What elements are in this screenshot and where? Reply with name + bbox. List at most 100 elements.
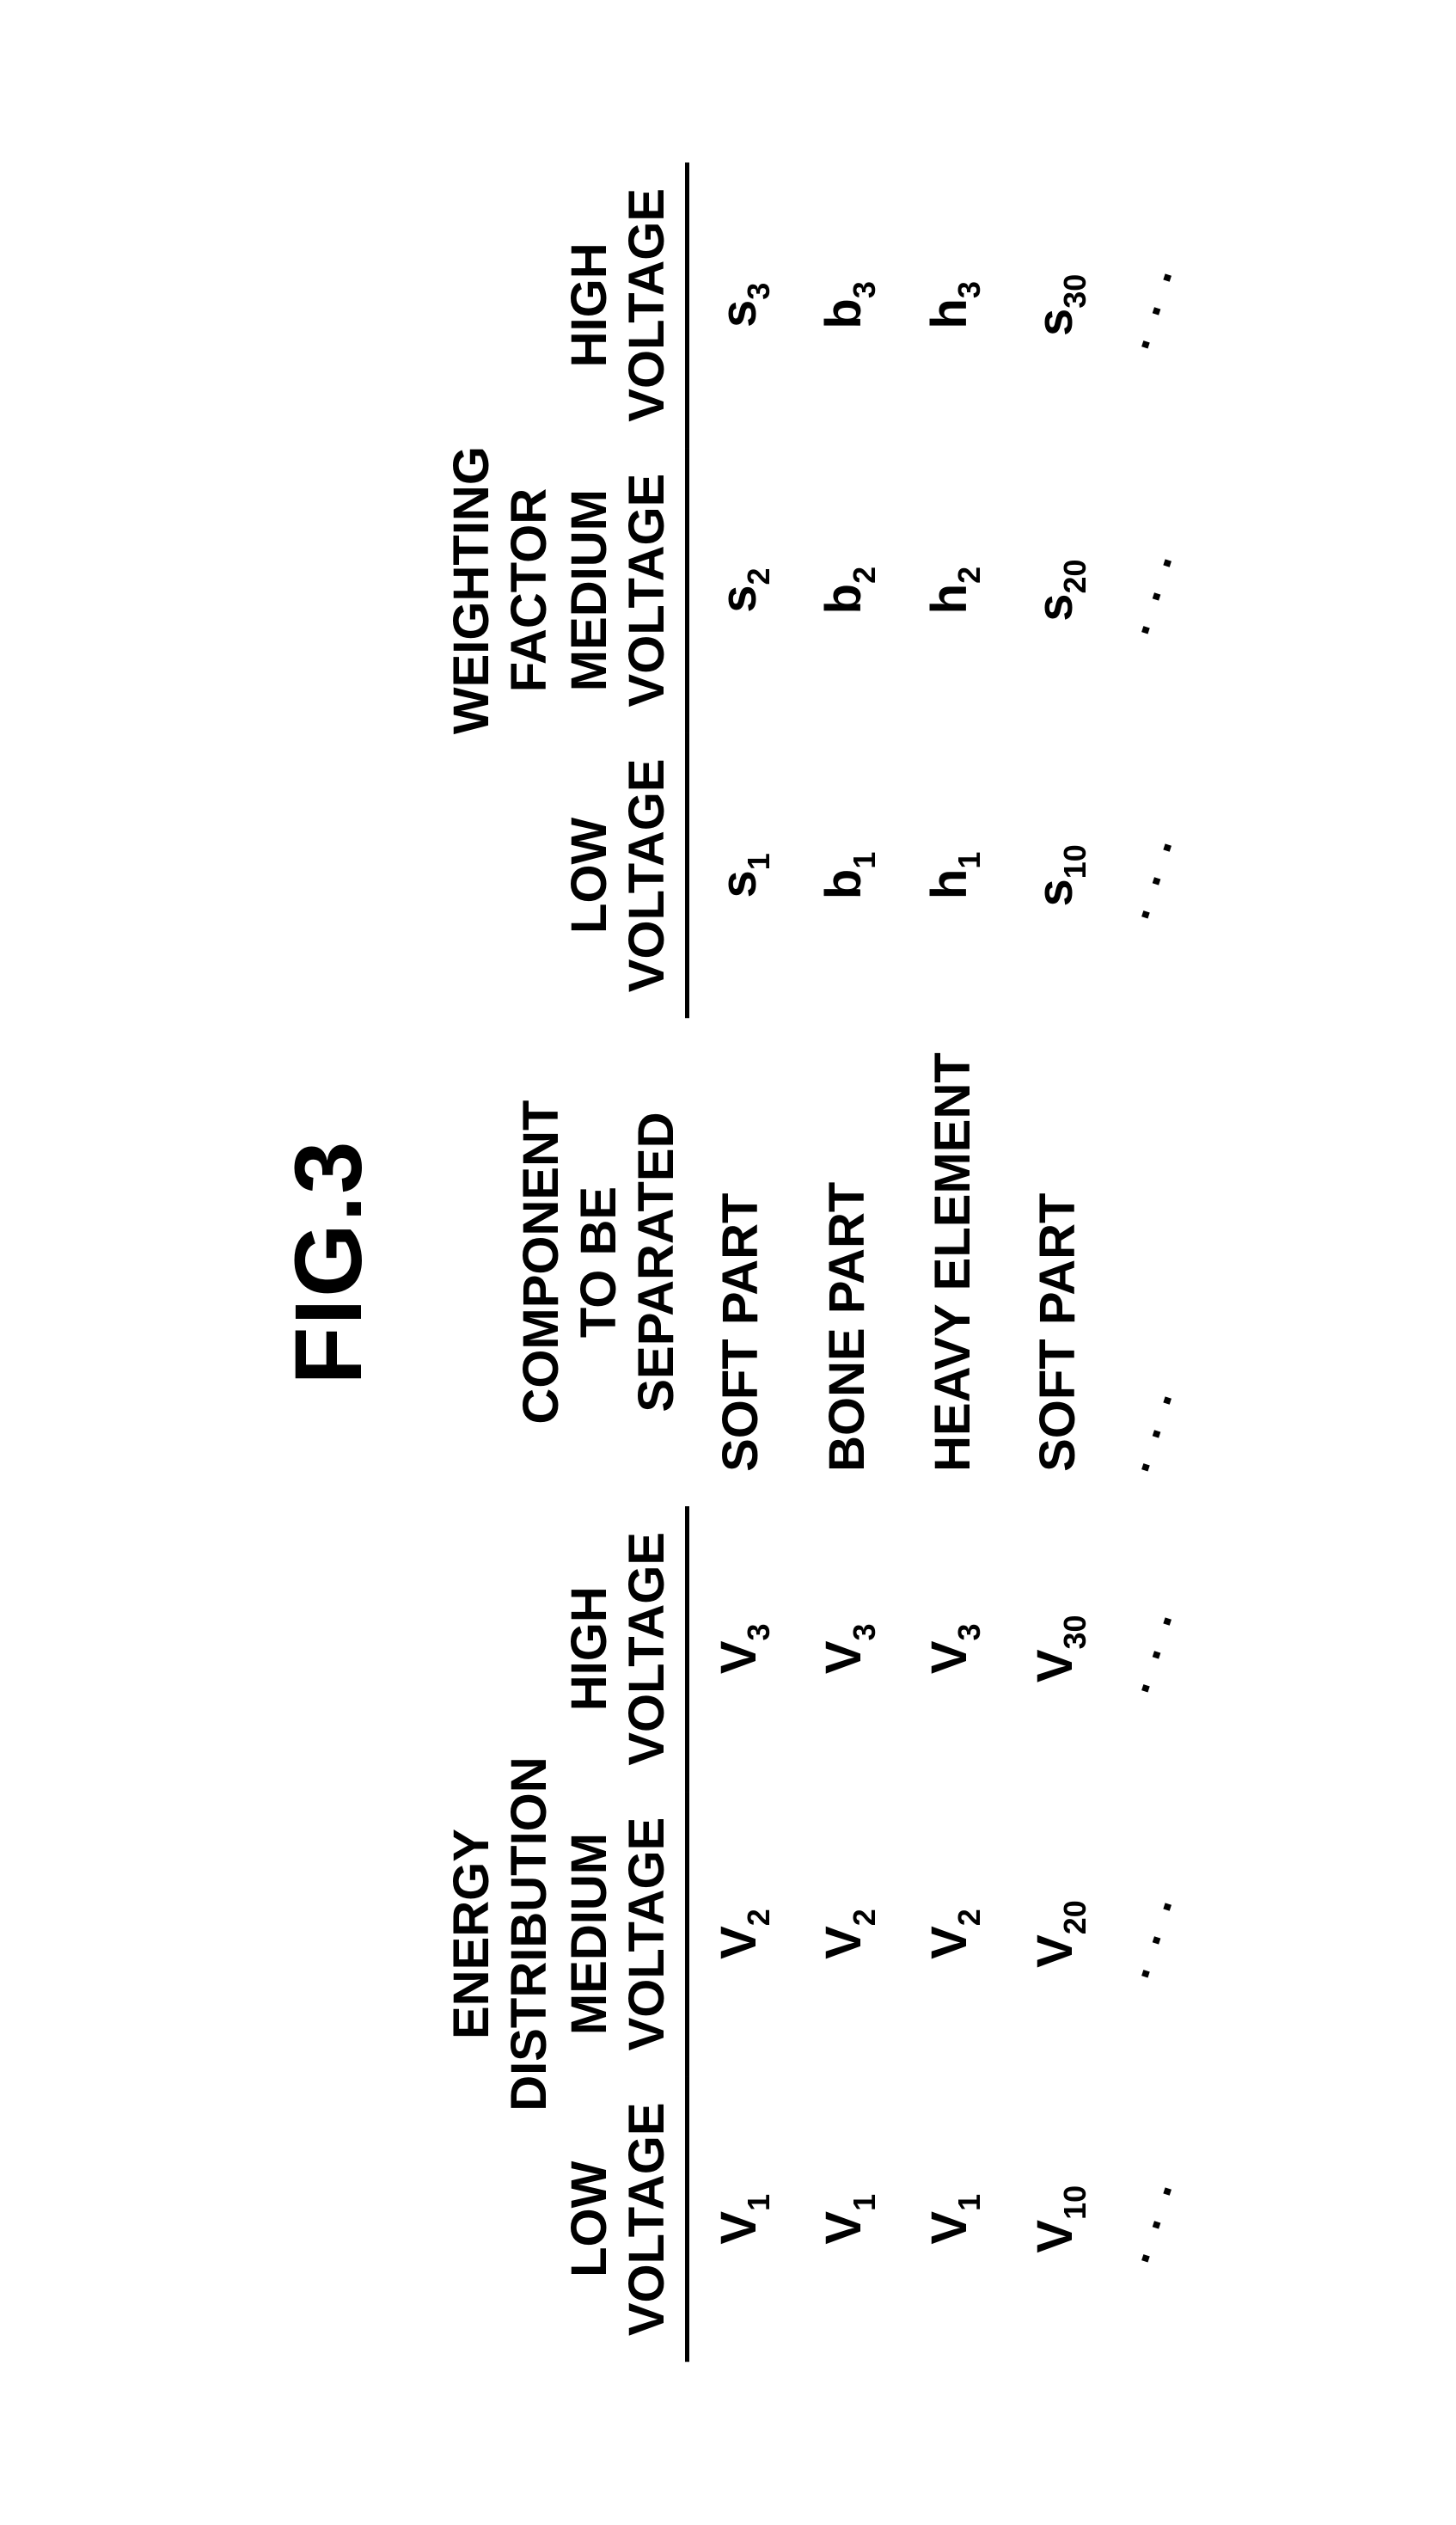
weight-low-cell-base: s [1026,879,1082,907]
weight-high-cell-sub: 3 [951,282,987,299]
continuation-weight-low: . . . [1110,733,1182,1019]
energy-medium-cell-sub: 2 [846,1909,881,1927]
sub-header-weight-medium: MEDIUMVOLTAGE [560,448,687,733]
weight-medium-cell-sub: 2 [846,567,881,584]
energy-high-cell: V3 [687,1506,794,1792]
group-header-component: COMPONENTTO BE SEPARATED [435,1019,687,1507]
weight-high-cell-sub: 3 [741,283,776,300]
weight-low-cell-sub: 10 [1057,845,1092,879]
weight-high-cell-sub: 30 [1057,274,1092,309]
sub-header-energy-medium: MEDIUMVOLTAGE [560,1792,687,2077]
energy-medium-cell-sub: 2 [741,1909,776,1927]
energy-low-cell: V1 [687,2077,794,2363]
weight-low-cell-base: h [921,869,977,899]
component-cell: BONE PART [794,1019,900,1507]
table-row: V1V2V3HEAVY ELEMENTh1h2h3 [900,162,1006,2362]
continuation-row: . . .. . .. . .. . .. . .. . .. . . [1110,162,1182,2362]
continuation-component: . . . [1110,1019,1182,1507]
sub-header-energy-low: LOWVOLTAGE [560,2077,687,2363]
weight-high-cell-base: h [921,299,977,329]
energy-high-cell-sub: 3 [741,1624,776,1641]
dots-icon: . . . [1109,541,1185,640]
energy-low-cell-base: V [816,2211,872,2245]
weight-low-cell-base: s [711,871,767,898]
weight-low-cell-sub: 1 [846,852,881,869]
weight-high-cell: s30 [1005,162,1110,448]
weight-high-cell: s3 [687,162,794,448]
sub-header-weight-high: HIGHVOLTAGE [560,162,687,448]
energy-high-cell-sub: 30 [1057,1615,1092,1650]
weight-low-cell-sub: 1 [951,852,987,869]
energy-medium-cell: V20 [1005,1792,1110,2077]
energy-high-cell-base: V [1026,1650,1082,1683]
parameter-table: ENERGYDISTRIBUTION COMPONENTTO BE SEPARA… [435,162,1182,2362]
sub-header-energy-high: HIGHVOLTAGE [560,1506,687,1792]
weight-low-cell-base: b [816,869,872,899]
energy-high-cell-base: V [711,1641,767,1675]
component-cell: SOFT PART [687,1019,794,1507]
energy-medium-cell-base: V [1026,1935,1082,1969]
dots-icon: . . . [1109,1885,1185,1984]
energy-low-cell: V10 [1005,2077,1110,2363]
weight-medium-cell: b2 [794,448,900,733]
weight-medium-cell-base: s [711,585,767,613]
energy-low-cell-sub: 1 [741,2194,776,2211]
component-cell: HEAVY ELEMENT [900,1019,1006,1507]
weight-high-cell: h3 [900,162,1006,448]
energy-high-cell-sub: 3 [846,1624,881,1641]
weight-high-cell-sub: 3 [846,282,881,299]
energy-medium-cell-sub: 20 [1057,1901,1092,1935]
sub-header-weight-low: LOWVOLTAGE [560,733,687,1019]
component-cell: SOFT PART [1005,1019,1110,1507]
dots-icon: . . . [1109,1599,1185,1699]
energy-medium-cell: V2 [900,1792,1006,2077]
weight-low-cell: h1 [900,733,1006,1019]
weight-high-cell-base: s [1026,309,1082,336]
energy-low-cell: V1 [900,2077,1006,2363]
table-row: V1V2V3BONE PARTb1b2b3 [794,162,900,2362]
table-row: V1V2V3SOFT PARTs1s2s3 [687,162,794,2362]
energy-low-cell-sub: 1 [846,2194,881,2211]
page-wrapper: FIG.3 ENERGYDISTRIBUTION COMPONENTTO BE … [274,162,1182,2362]
continuation-energy-high: . . . [1110,1506,1182,1792]
weight-low-cell: b1 [794,733,900,1019]
group-header-energy: ENERGYDISTRIBUTION [435,1506,560,2362]
continuation-energy-medium: . . . [1110,1792,1182,2077]
energy-high-cell: V3 [794,1506,900,1792]
energy-high-cell: V3 [900,1506,1006,1792]
energy-low-cell: V1 [794,2077,900,2363]
weight-medium-cell: s20 [1005,448,1110,733]
energy-high-cell-base: V [816,1641,872,1675]
energy-high-cell: V30 [1005,1506,1110,1792]
weight-medium-cell: h2 [900,448,1006,733]
energy-high-cell-sub: 3 [951,1624,987,1641]
energy-medium-cell: V2 [687,1792,794,2077]
energy-low-cell-base: V [1026,2220,1082,2253]
weight-medium-cell-sub: 20 [1057,560,1092,594]
weight-high-cell: b3 [794,162,900,448]
weight-high-cell-base: b [816,299,872,329]
weight-medium-cell-sub: 2 [951,567,987,584]
weight-low-cell: s10 [1005,733,1110,1019]
dots-icon: . . . [1109,826,1185,926]
table-row: V10V20V30SOFT PARTs10s20s30 [1005,162,1110,2362]
energy-low-cell-sub: 10 [1057,2185,1092,2220]
weight-medium-cell-base: s [1026,594,1082,622]
continuation-weight-high: . . . [1110,162,1182,448]
figure-title: FIG.3 [274,1140,383,1385]
weight-medium-cell-base: b [816,584,872,614]
group-header-row: ENERGYDISTRIBUTION COMPONENTTO BE SEPARA… [435,162,560,2362]
dots-icon: . . . [1109,1378,1185,1478]
dots-icon: . . . [1109,255,1185,355]
weight-high-cell-base: s [711,300,767,328]
energy-low-cell-base: V [921,2211,977,2245]
energy-low-cell-base: V [711,2211,767,2245]
weight-medium-cell: s2 [687,448,794,733]
weight-low-cell-sub: 1 [741,854,776,871]
energy-medium-cell-sub: 2 [951,1909,987,1927]
weight-medium-cell-sub: 2 [741,568,776,585]
energy-medium-cell-base: V [921,1927,977,1960]
weight-medium-cell-base: h [921,584,977,614]
energy-medium-cell: V2 [794,1792,900,2077]
weight-low-cell: s1 [687,733,794,1019]
